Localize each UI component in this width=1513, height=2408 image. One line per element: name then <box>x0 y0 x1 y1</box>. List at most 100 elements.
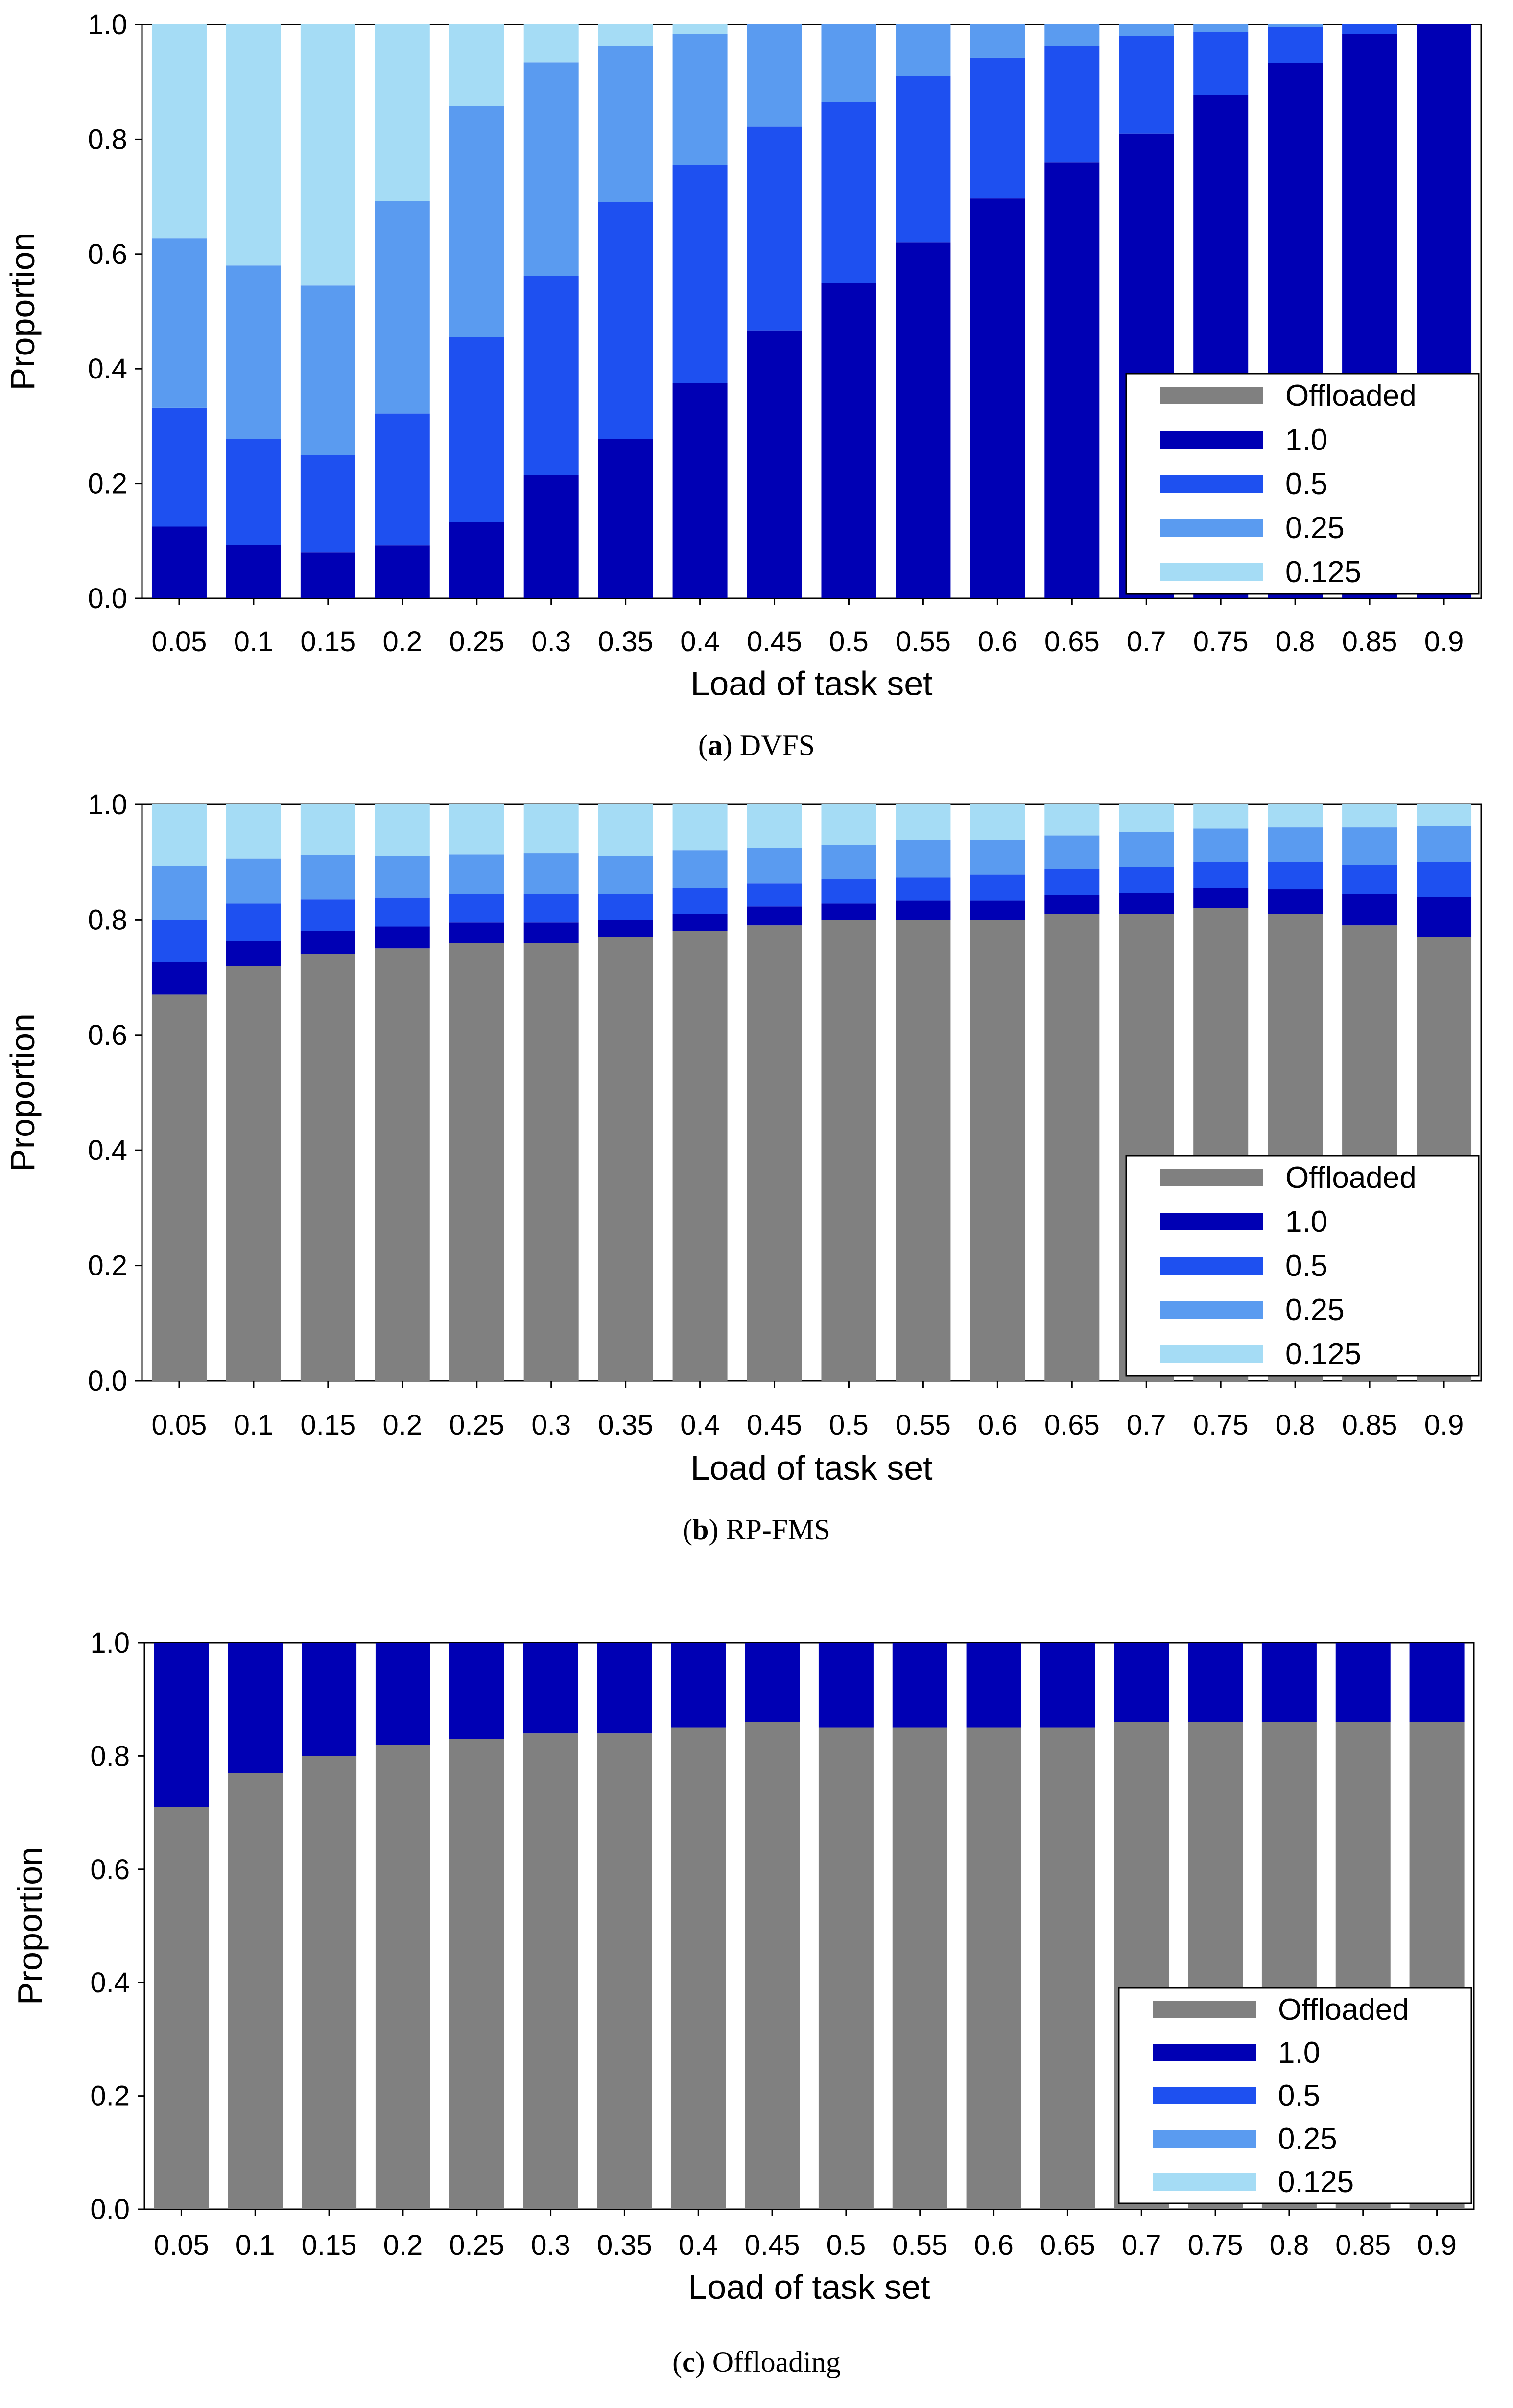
bar-segment-offloaded <box>151 994 207 1381</box>
y-axis-label: Proportion <box>3 1014 42 1172</box>
bar-segment-1-0 <box>672 383 728 598</box>
bar-segment-0-25 <box>523 853 579 894</box>
y-tick-label: 0.0 <box>88 583 127 614</box>
bar-segment-1-0 <box>300 552 355 598</box>
bar-segment-1-0 <box>821 903 876 920</box>
bar-segment-0-25 <box>151 866 207 920</box>
bar-segment-0-5 <box>523 276 579 475</box>
x-tick-label: 0.4 <box>680 626 720 658</box>
bar-segment-1-0 <box>896 242 951 598</box>
x-tick-label: 0.65 <box>1040 2229 1095 2261</box>
bar-segment-1-0 <box>226 941 281 966</box>
bar-segment-offloaded <box>302 1756 357 2209</box>
y-tick-label: 0.6 <box>90 1854 130 1886</box>
x-tick-label: 0.4 <box>679 2229 718 2261</box>
bar-segment-1-0 <box>523 475 579 598</box>
bar-segment-0-5 <box>1193 862 1249 888</box>
legend-label: 1.0 <box>1285 423 1327 457</box>
bar-segment-1-0 <box>672 914 728 931</box>
legend-label: 0.5 <box>1278 2079 1320 2113</box>
x-tick-label: 0.9 <box>1417 2229 1457 2261</box>
bar-segment-0-25 <box>1044 835 1100 869</box>
bar-segment-0-25 <box>598 856 653 894</box>
bar-segment-1-0 <box>151 962 207 995</box>
bar-segment-0-125 <box>375 24 430 201</box>
plot-frame <box>143 1642 1475 2210</box>
x-tick-label: 0.1 <box>236 2229 275 2261</box>
x-tick-label: 0.7 <box>1127 1409 1166 1441</box>
bar-segment-1-0 <box>1114 1643 1169 1722</box>
bar-segment-0-5 <box>821 102 876 283</box>
bar-segment-0-125 <box>151 24 207 239</box>
y-tick-label: 1.0 <box>88 789 127 821</box>
bar-segment-1-0 <box>151 526 207 598</box>
x-tick-label: 0.05 <box>154 2229 209 2261</box>
x-tick-label: 0.2 <box>382 626 422 658</box>
bar-segment-0-25 <box>672 850 728 888</box>
bar-segment-offloaded <box>821 920 876 1381</box>
bar-segment-1-0 <box>523 1643 578 1734</box>
x-tick-label: 0.9 <box>1424 1409 1464 1441</box>
bar-segment-0-25 <box>1193 24 1249 32</box>
legend-swatch <box>1160 1301 1263 1319</box>
x-tick-label: 0.25 <box>449 1409 504 1441</box>
bar-segment-0-25 <box>375 856 430 898</box>
legend-swatch <box>1160 1213 1263 1230</box>
y-tick-label: 0.2 <box>88 1250 127 1282</box>
bar-segment-0-25 <box>896 840 951 878</box>
legend-swatch <box>1160 563 1263 581</box>
x-tick-label: 0.85 <box>1342 1409 1397 1441</box>
chart-offloading: 0.0 0.2 0.4 0.6 0.8 1.0 Proportion 0.05 0.1 0.15 0… <box>11 1627 1475 2306</box>
bar-segment-0-125 <box>821 804 876 845</box>
bar-segment-0-125 <box>1417 804 1472 826</box>
bar-segment-1-0 <box>896 900 951 920</box>
bar-segment-0-25 <box>598 46 653 202</box>
y-tick-label: 0.4 <box>88 1134 127 1166</box>
x-tick-label: 0.55 <box>896 626 951 658</box>
bar-segment-1-0 <box>598 439 653 598</box>
bar-segment-0-125 <box>449 804 504 855</box>
bar-segment-0-125 <box>523 804 579 854</box>
bar-segment-0-125 <box>970 804 1025 840</box>
bar-segment-1-0 <box>747 330 802 598</box>
x-tick-label: 0.15 <box>300 626 355 658</box>
bar-segment-offloaded <box>747 925 802 1381</box>
bar-segment-0-5 <box>1342 865 1397 894</box>
bar-segment-0-5 <box>1193 32 1249 95</box>
bar-segment-0-25 <box>449 106 504 337</box>
bar-segment-1-0 <box>523 922 579 943</box>
y-tick-label: 1.0 <box>88 9 127 41</box>
caption-text: RP-FMS <box>726 1513 830 1546</box>
bar-segment-offloaded <box>597 1733 652 2209</box>
bar-segment-0-125 <box>1268 804 1323 828</box>
x-axis-label: Load of task set <box>690 1449 932 1487</box>
x-tick-label: 0.35 <box>598 626 653 658</box>
bar-segment-offloaded <box>896 920 951 1381</box>
bar-segment-offloaded <box>1044 914 1100 1381</box>
x-tick-label: 0.6 <box>978 626 1017 658</box>
x-tick-label: 0.75 <box>1193 1409 1249 1441</box>
bar-segment-1-0 <box>449 922 504 943</box>
bar-segment-offloaded <box>523 1733 578 2209</box>
bar-segment-0-25 <box>300 855 355 900</box>
bar-segment-offloaded <box>523 943 579 1381</box>
y-tick-label: 0.8 <box>88 123 127 155</box>
legend-label: 1.0 <box>1285 1205 1327 1239</box>
bar-segment-0-25 <box>1268 827 1323 862</box>
x-tick-label: 0.75 <box>1193 626 1249 658</box>
bar-segment-0-5 <box>523 894 579 923</box>
y-axis-label: Proportion <box>3 233 42 391</box>
bar-segment-offloaded <box>449 1739 504 2209</box>
bar-segment-1-0 <box>597 1643 652 1734</box>
bar-segment-1-0 <box>1342 894 1397 926</box>
bar-segment-1-0 <box>747 906 802 926</box>
x-tick-label: 0.35 <box>598 1409 653 1441</box>
legend-label: 0.125 <box>1285 1337 1361 1371</box>
bar-segment-0-25 <box>151 238 207 408</box>
bar-segment-1-0 <box>1188 1643 1243 1722</box>
legend-label: 0.5 <box>1285 467 1327 501</box>
x-tick-label: 0.15 <box>300 1409 355 1441</box>
x-tick-label: 0.45 <box>747 626 802 658</box>
bar-segment-0-25 <box>821 845 876 880</box>
panel-offloading: 0.0 0.2 0.4 0.6 0.8 1.0 Proportion 0.05 0.1 0.15 0… <box>0 1611 1513 2408</box>
